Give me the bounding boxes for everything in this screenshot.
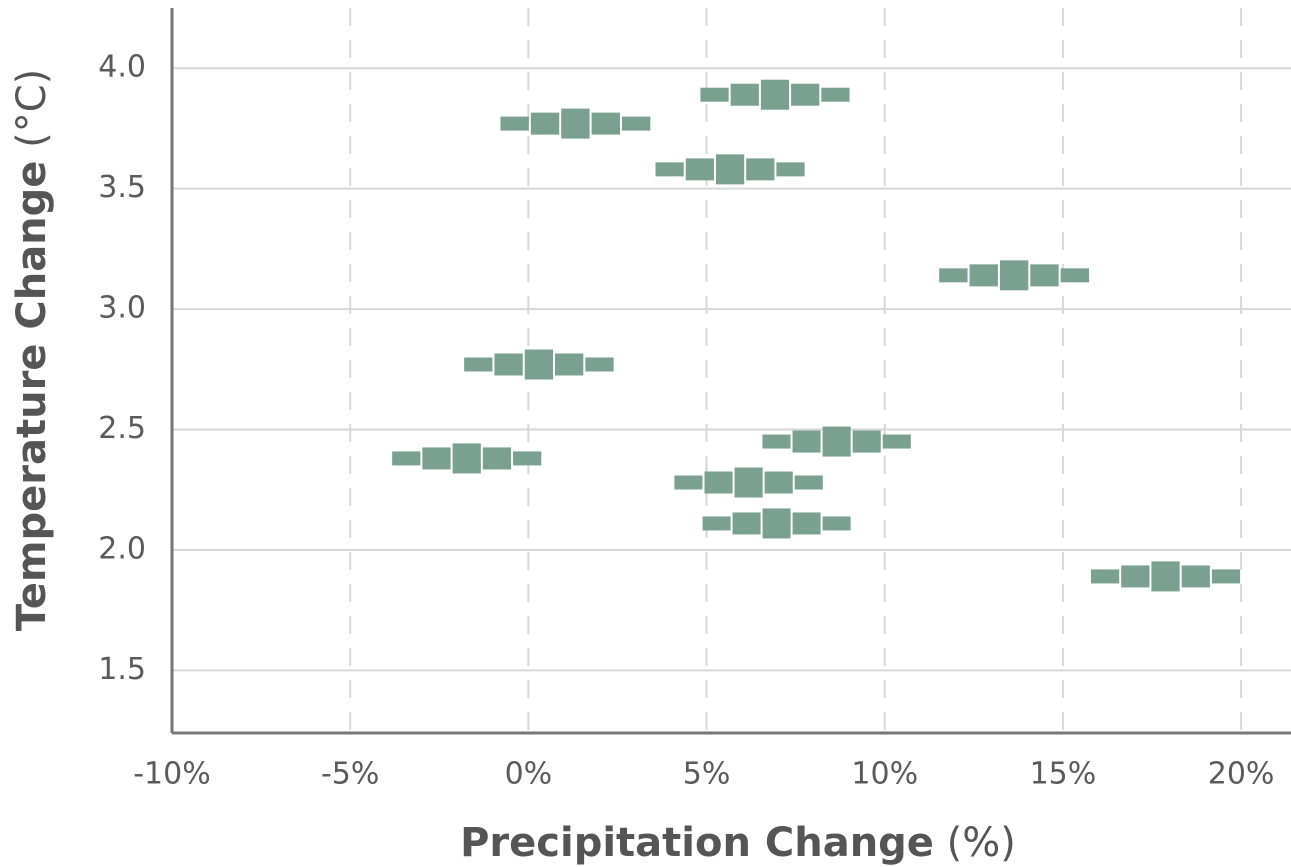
center-box xyxy=(452,443,481,474)
range-box xyxy=(852,430,881,453)
range-box xyxy=(882,434,911,449)
x-axis-title-main: Precipitation Change xyxy=(460,820,934,866)
range-box xyxy=(1060,268,1090,283)
x-tick-label: -10% xyxy=(133,757,211,792)
range-box xyxy=(1211,569,1241,584)
range-box xyxy=(1091,569,1120,584)
center-box xyxy=(715,154,745,185)
center-box xyxy=(760,79,790,110)
range-box xyxy=(702,516,731,531)
range-box xyxy=(1181,565,1210,588)
range-box xyxy=(1121,565,1150,588)
y-axis-title-main: Temperature Change xyxy=(9,161,55,632)
marks xyxy=(392,79,1241,592)
range-box xyxy=(704,471,733,494)
range-box xyxy=(700,87,729,102)
y-axis-title-unit: (°C) xyxy=(9,69,55,148)
range-box xyxy=(585,357,614,372)
center-box xyxy=(524,349,554,380)
range-box xyxy=(762,434,791,449)
range-box xyxy=(730,83,759,106)
y-tick-label: 1.5 xyxy=(98,652,146,687)
range-box xyxy=(621,116,651,131)
range-box xyxy=(392,451,421,466)
x-tick-label: 5% xyxy=(683,757,731,792)
range-box xyxy=(732,512,761,535)
x-tick-label: 20% xyxy=(1208,757,1275,792)
range-box xyxy=(746,158,775,181)
range-box xyxy=(776,162,805,177)
center-box xyxy=(999,260,1029,291)
grid xyxy=(171,8,1291,733)
range-box xyxy=(655,162,684,177)
range-box xyxy=(939,268,968,283)
range-box xyxy=(1030,264,1059,287)
range-box xyxy=(494,353,523,376)
y-tick-label: 3.0 xyxy=(98,291,146,326)
y-tick-label: 2.0 xyxy=(98,531,146,566)
center-box xyxy=(762,508,791,539)
range-box xyxy=(513,451,542,466)
range-box xyxy=(500,116,529,131)
range-box xyxy=(821,87,850,102)
range-box xyxy=(422,447,451,470)
x-tick-label: 15% xyxy=(1030,757,1097,792)
x-tick-label: -5% xyxy=(321,757,379,792)
y-tick-label: 3.5 xyxy=(98,170,146,205)
range-box xyxy=(685,158,714,181)
x-tick-label: 0% xyxy=(505,757,553,792)
x-axis-title: Precipitation Change (%) xyxy=(460,820,1016,866)
y-tick-label: 4.0 xyxy=(98,50,146,85)
range-box xyxy=(792,430,821,453)
range-box xyxy=(555,353,584,376)
y-tick-label: 2.5 xyxy=(98,411,146,446)
range-box xyxy=(764,471,793,494)
range-box xyxy=(591,112,620,135)
center-box xyxy=(734,467,763,498)
range-box xyxy=(530,112,560,135)
range-box xyxy=(822,516,851,531)
range-box xyxy=(482,447,512,470)
center-box xyxy=(1151,561,1180,592)
x-axis-title-unit: (%) xyxy=(947,820,1016,866)
range-box xyxy=(791,83,820,106)
range-box xyxy=(794,475,823,490)
y-axis-title: Temperature Change (°C) xyxy=(9,69,55,632)
range-box xyxy=(792,512,821,535)
range-box xyxy=(674,475,703,490)
x-tick-label: 10% xyxy=(851,757,918,792)
range-box xyxy=(464,357,493,372)
center-box xyxy=(822,426,851,457)
range-box xyxy=(969,264,998,287)
center-box xyxy=(561,108,590,139)
